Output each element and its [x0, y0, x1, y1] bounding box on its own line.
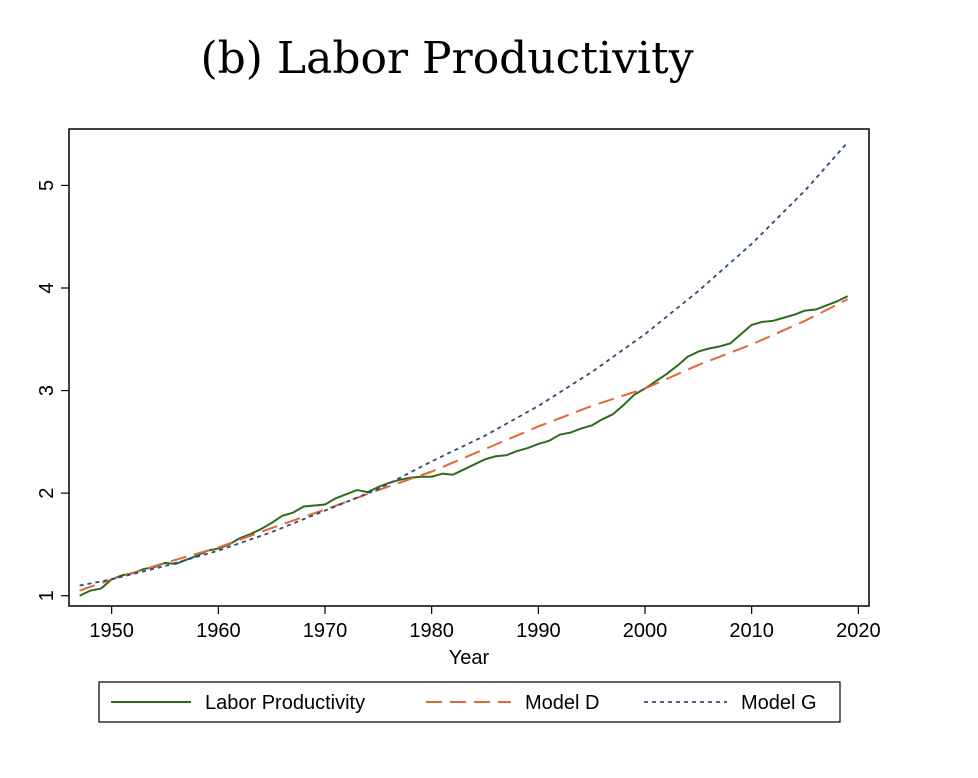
x-tick-label: 2000	[623, 620, 668, 642]
legend-label: Labor Productivity	[205, 692, 365, 714]
series-line-1	[79, 298, 849, 592]
x-tick-label: 1960	[196, 620, 241, 642]
legend-label: Model D	[525, 692, 599, 714]
y-tick-label: 1	[36, 590, 58, 601]
y-tick-label: 5	[36, 180, 58, 191]
x-tick-label: 1970	[303, 620, 348, 642]
series-layer	[79, 141, 849, 597]
x-tick-label: 2010	[729, 620, 774, 642]
legend-box	[98, 681, 841, 723]
y-axis: 1 2 3 4 5	[36, 180, 69, 601]
y-tick-label: 2	[36, 488, 58, 499]
series-line-2	[79, 141, 849, 587]
x-axis: 1950 1960 1970 1980 1990 2000 2010 2020	[89, 606, 881, 642]
x-tick-label: 1990	[516, 620, 561, 642]
x-axis-title: Year	[449, 647, 490, 669]
legend: Labor Productivity Model D Model G	[98, 681, 841, 723]
y-tick-label: 3	[36, 385, 58, 396]
x-tick-label: 1980	[409, 620, 454, 642]
x-tick-label: 2020	[836, 620, 881, 642]
legend-label: Model G	[741, 692, 817, 714]
chart-title: (b) Labor Productivity	[200, 33, 693, 84]
plot-area	[68, 128, 870, 607]
x-tick-label: 1950	[89, 620, 134, 642]
y-tick-label: 4	[36, 282, 58, 293]
